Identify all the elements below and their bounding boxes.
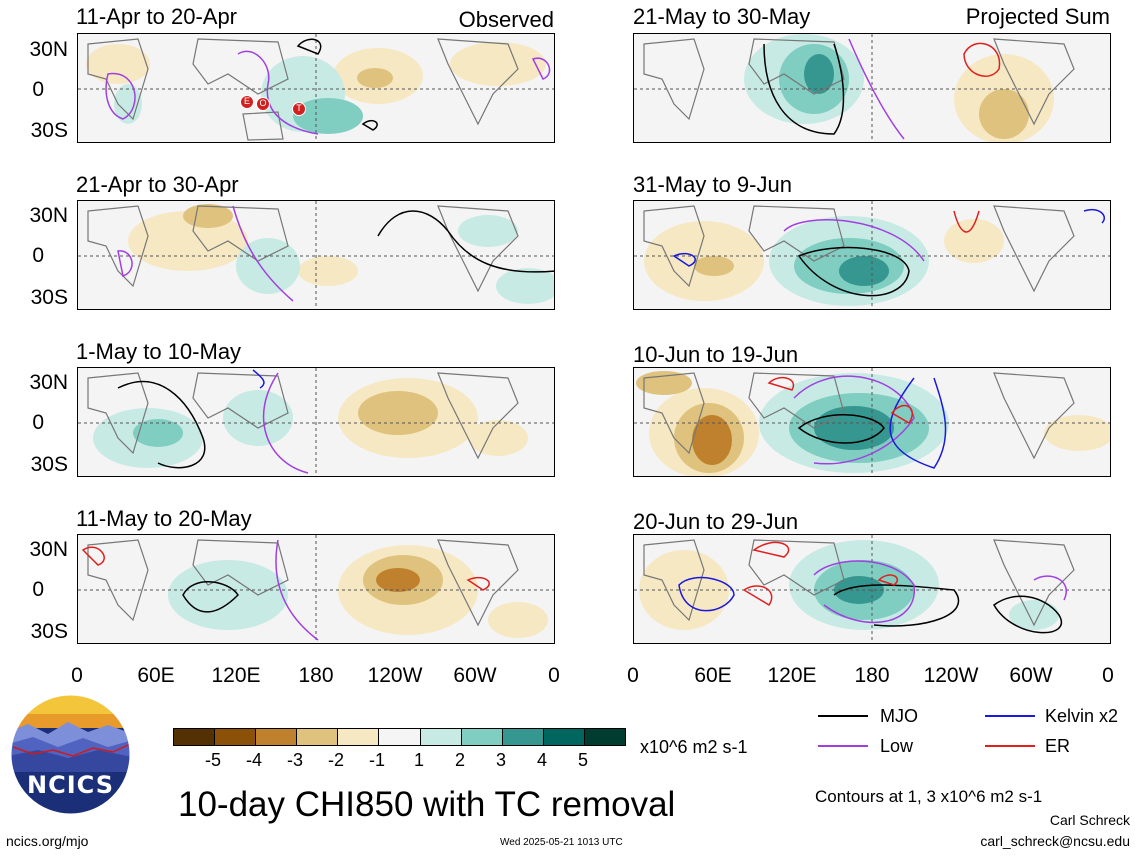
colorbar-swatch <box>379 729 421 745</box>
legend-line-low <box>818 745 868 747</box>
colorbar-swatch <box>502 729 544 745</box>
x-tick-0: 0 <box>627 664 639 687</box>
legend-label-er: ER <box>1045 736 1071 756</box>
y-tick-30n: 30N <box>29 38 68 61</box>
author-email: carl_schreck@ncsu.edu <box>980 833 1130 849</box>
x-tick-120e: 120E <box>211 664 261 687</box>
map-panel-jun20 <box>633 534 1111 644</box>
map-panel-may01 <box>77 367 555 477</box>
panel-map-graphic <box>78 201 554 309</box>
logo-globe-icon <box>9 693 132 816</box>
x-tick-120w: 120W <box>367 664 423 687</box>
panel-map-graphic <box>634 34 1110 142</box>
colorbar-label: 2 <box>454 750 465 770</box>
x-tick-60e: 60E <box>137 664 175 687</box>
colorbar-swatch <box>174 729 216 745</box>
legend-line-er <box>985 745 1035 747</box>
panel-title-8: 20-Jun to 29-Jun <box>633 509 799 534</box>
panel-subtitle-projected: Projected Sum <box>965 4 1110 29</box>
colorbar-label: 3 <box>495 750 506 770</box>
panel-title-4: 11-May to 20-May <box>76 506 252 531</box>
y-tick-30s: 30S <box>30 286 68 309</box>
tc-marker-o-icon: O <box>256 97 270 111</box>
x-tick-180: 180 <box>854 664 890 687</box>
timestamp: Wed 2025-05-21 1013 UTC <box>500 837 623 848</box>
panel-map-graphic <box>634 368 1110 476</box>
y-tick-eq: 0 <box>32 578 44 601</box>
x-tick-120e: 120E <box>767 664 817 687</box>
y-tick-30s: 30S <box>30 620 68 643</box>
x-tick-180: 180 <box>298 664 334 687</box>
colorbar-label: -1 <box>368 750 385 770</box>
author-name: Carl Schreck <box>1049 812 1130 828</box>
colorbar-label: -4 <box>245 750 262 770</box>
panel-title-5: 21-May to 30-May <box>633 4 811 29</box>
map-panel-apr11: E O T <box>77 33 555 143</box>
legend-label-mjo: MJO <box>880 706 918 726</box>
colorbar <box>173 728 626 746</box>
panel-map-graphic <box>78 535 554 643</box>
main-title: 10-day CHI850 with TC removal <box>178 785 676 824</box>
map-panel-may31 <box>633 200 1111 310</box>
colorbar-swatch <box>584 729 626 745</box>
panel-title-6: 31-May to 9-Jun <box>633 172 792 197</box>
panel-title-1: 11-Apr to 20-Apr <box>76 4 238 29</box>
y-tick-30n: 30N <box>29 371 68 394</box>
colorbar-swatch <box>338 729 380 745</box>
panel-map-graphic <box>78 368 554 476</box>
colorbar-label: -5 <box>204 750 221 770</box>
panel-title-3: 1-May to 10-May <box>76 339 242 364</box>
tc-marker-t-icon: T <box>292 102 306 116</box>
colorbar-swatch <box>461 729 503 745</box>
map-panel-may21 <box>633 33 1111 143</box>
x-tick-0-end: 0 <box>548 664 560 687</box>
x-tick-0: 0 <box>71 664 83 687</box>
x-tick-60e: 60E <box>694 664 732 687</box>
legend-line-kelvin <box>985 715 1035 717</box>
colorbar-swatch <box>297 729 339 745</box>
colorbar-label: 4 <box>536 750 547 770</box>
panel-map-graphic <box>78 34 554 142</box>
colorbar-swatch <box>215 729 257 745</box>
y-tick-30n: 30N <box>29 538 68 561</box>
contours-note: Contours at 1, 3 x10^6 m2 s-1 <box>815 787 1043 806</box>
x-tick-60w: 60W <box>1009 664 1053 687</box>
colorbar-swatch <box>543 729 585 745</box>
map-panel-jun10 <box>633 367 1111 477</box>
y-tick-eq: 0 <box>32 244 44 267</box>
site-link[interactable]: ncics.org/mjo <box>6 833 89 849</box>
x-tick-120w: 120W <box>923 664 979 687</box>
colorbar-swatch <box>256 729 298 745</box>
panel-title-7: 10-Jun to 19-Jun <box>633 342 799 367</box>
y-tick-eq: 0 <box>32 78 44 101</box>
legend-label-kelvin: Kelvin x2 <box>1045 706 1119 726</box>
y-tick-30n: 30N <box>29 204 68 227</box>
legend-line-mjo <box>818 715 868 717</box>
colorbar-label: -2 <box>327 750 344 770</box>
y-tick-30s: 30S <box>30 119 68 142</box>
panel-map-graphic <box>634 535 1110 643</box>
colorbar-swatch <box>420 729 462 745</box>
colorbar-label: -3 <box>286 750 303 770</box>
map-panel-may11 <box>77 534 555 644</box>
ncics-logo: NCICS <box>8 692 133 817</box>
panel-map-graphic <box>634 201 1110 309</box>
x-tick-0-end: 0 <box>1102 664 1114 687</box>
panel-title-2: 21-Apr to 30-Apr <box>76 172 239 197</box>
colorbar-label: 1 <box>413 750 424 770</box>
y-tick-eq: 0 <box>32 411 44 434</box>
colorbar-units: x10^6 m2 s-1 <box>640 737 748 757</box>
y-tick-30s: 30S <box>30 453 68 476</box>
tc-marker-e-icon: E <box>240 95 254 109</box>
panel-subtitle-observed: Observed <box>458 7 554 32</box>
colorbar-label: 5 <box>577 750 588 770</box>
x-tick-60w: 60W <box>453 664 497 687</box>
legend-label-low: Low <box>880 736 914 756</box>
logo-text: NCICS <box>27 771 114 799</box>
map-panel-apr21 <box>77 200 555 310</box>
